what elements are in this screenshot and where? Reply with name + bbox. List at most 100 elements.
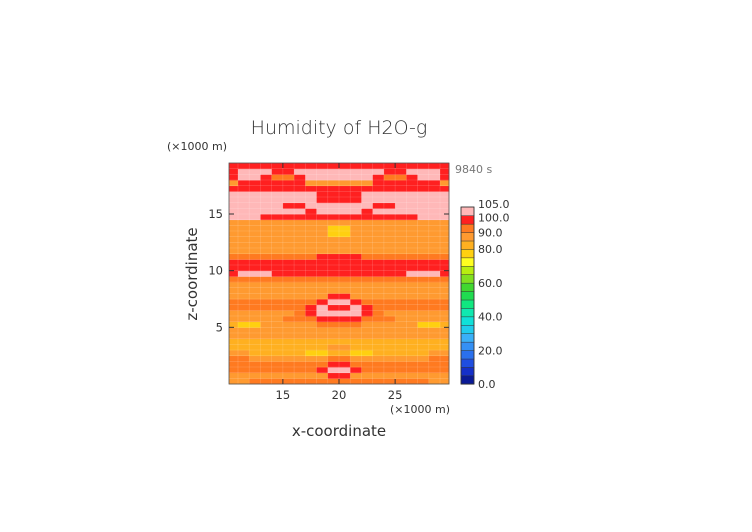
colorbar-swatch — [460, 291, 475, 301]
heatmap-cell — [372, 321, 385, 328]
heatmap-cell — [271, 180, 284, 187]
heatmap-cell — [249, 327, 261, 334]
heatmap-cell — [316, 253, 329, 260]
heatmap-cell — [395, 191, 407, 198]
heatmap-cell — [383, 248, 396, 255]
heatmap-cell — [327, 248, 340, 255]
heatmap-cell — [428, 202, 441, 209]
heatmap-cell — [339, 287, 351, 294]
heatmap-cell — [237, 310, 250, 317]
heatmap-cell — [372, 350, 385, 357]
heatmap-cell — [260, 270, 273, 277]
heatmap-cell — [361, 304, 374, 311]
heatmap-cell — [229, 270, 239, 277]
heatmap-cell — [372, 316, 385, 323]
heatmap-cell — [339, 191, 351, 198]
heatmap-cell — [361, 231, 374, 238]
heatmap-cell — [282, 293, 295, 300]
heatmap-cell — [229, 265, 239, 272]
heatmap-cell — [294, 316, 306, 323]
heatmap-cell — [395, 208, 407, 215]
heatmap-cell — [294, 248, 306, 255]
heatmap-cell — [260, 259, 273, 266]
heatmap-cell — [229, 259, 239, 266]
heatmap-cell — [282, 219, 295, 226]
heatmap-cell — [305, 168, 317, 175]
heatmap-cell — [350, 168, 362, 175]
heatmap-cell — [282, 282, 295, 289]
heatmap-cell — [361, 361, 374, 368]
heatmap-cell — [406, 191, 418, 198]
heatmap-cell — [395, 231, 407, 238]
heatmap-cell — [249, 355, 261, 362]
heatmap-cell — [339, 202, 351, 209]
heatmap-cell — [316, 344, 329, 351]
heatmap-cell — [305, 208, 317, 215]
colorbar-swatch — [460, 358, 475, 368]
x-unit-label: (×1000 m) — [390, 403, 450, 416]
heatmap-cell — [417, 378, 430, 385]
colorbar-swatch — [460, 240, 475, 250]
colorbar-swatch — [460, 307, 475, 318]
heatmap-cell — [229, 304, 239, 311]
heatmap-cell — [282, 344, 295, 351]
heatmap-cell — [361, 316, 374, 323]
heatmap-cell — [339, 168, 351, 175]
colorbar-swatch — [460, 324, 475, 334]
heatmap-cell — [417, 355, 430, 362]
heatmap-cell — [282, 253, 295, 260]
heatmap-cell — [350, 185, 362, 192]
heatmap-cell — [271, 219, 284, 226]
heatmap-cell — [294, 293, 306, 300]
heatmap-cell — [229, 372, 239, 379]
heatmap-cell — [294, 350, 306, 357]
heatmap-cell — [229, 333, 239, 340]
heatmap-cell — [361, 350, 374, 357]
heatmap-cell — [440, 270, 450, 277]
heatmap-cell — [282, 316, 295, 323]
heatmap-cell — [406, 242, 418, 249]
heatmap-cell — [395, 293, 407, 300]
heatmap-cell — [406, 367, 418, 374]
heatmap-cell — [260, 174, 273, 181]
heatmap-cell — [271, 355, 284, 362]
heatmap-cell — [383, 310, 396, 317]
heatmap-cell — [428, 248, 441, 255]
heatmap-cell — [350, 208, 362, 215]
heatmap-cell — [327, 293, 340, 300]
heatmap-cell — [440, 350, 450, 357]
heatmap-cell — [249, 287, 261, 294]
heatmap-cell — [237, 367, 250, 374]
colorbar-swatch — [460, 341, 475, 351]
heatmap-cell — [271, 270, 284, 277]
heatmap-cell — [361, 327, 374, 334]
heatmap-cell — [417, 287, 430, 294]
heatmap-cell — [428, 321, 441, 328]
heatmap-cell — [417, 344, 430, 351]
heatmap-cell — [249, 299, 261, 306]
heatmap-cell — [350, 344, 362, 351]
heatmap-cell — [372, 163, 385, 170]
heatmap-cell — [440, 344, 450, 351]
heatmap-cell — [294, 174, 306, 181]
heatmap-cell — [339, 248, 351, 255]
heatmap-cell — [383, 180, 396, 187]
heatmap-cell — [294, 287, 306, 294]
heatmap-cell — [339, 214, 351, 221]
heatmap-cell — [229, 367, 239, 374]
heatmap-cell — [383, 163, 396, 170]
heatmap-cell — [383, 293, 396, 300]
heatmap-cell — [282, 355, 295, 362]
y-ticks: 5 10 15 — [208, 207, 449, 334]
heatmap-cell — [294, 265, 306, 272]
heatmap-cell — [260, 253, 273, 260]
heatmap-cell — [428, 282, 441, 289]
heatmap-cell — [237, 282, 250, 289]
heatmap-cell — [237, 270, 250, 277]
heatmap-cell — [372, 253, 385, 260]
grid-lines — [229, 163, 449, 384]
heatmap-cell — [316, 287, 329, 294]
heatmap-cell — [361, 214, 374, 221]
heatmap-cell — [237, 214, 250, 221]
